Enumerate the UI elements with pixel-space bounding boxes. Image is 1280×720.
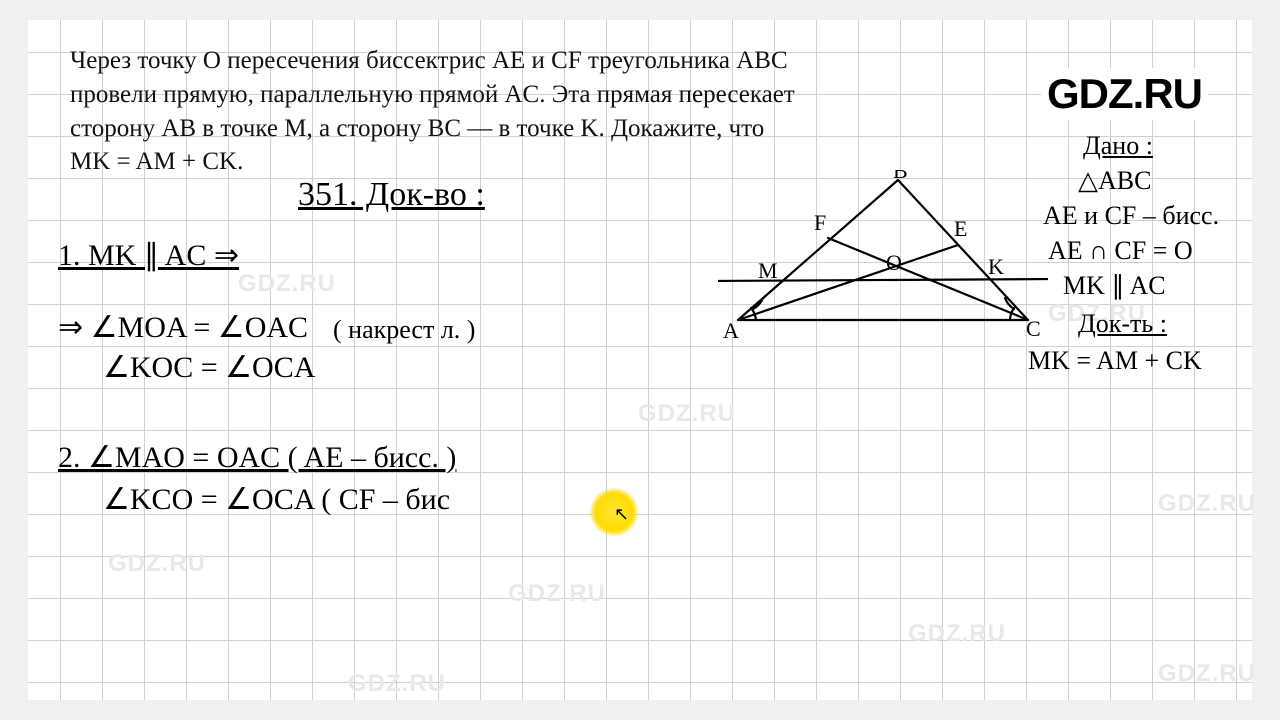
problem-line: Через точку O пересечения биссектрис AE … — [70, 47, 788, 74]
given-line: MK ∥ AC — [1063, 270, 1166, 301]
vertex-label-b: B — [893, 170, 908, 183]
vertex-label-m: M — [758, 258, 778, 283]
given-line: AE ∩ CF = O — [1048, 235, 1193, 266]
proof-title: 351. Док-во : — [298, 175, 485, 216]
given-line: △ABC — [1078, 165, 1151, 196]
watermark: GDZ.RU — [348, 670, 446, 698]
prove-heading: Док-ть : — [1078, 308, 1167, 339]
vertex-label-a: A — [723, 318, 739, 340]
problem-line: провели прямую, параллельную прямой AC. … — [70, 81, 795, 108]
given-line: AE и CF – бисс. — [1043, 200, 1219, 231]
watermark: GDZ.RU — [638, 400, 736, 428]
cursor-icon: ↖ — [614, 504, 629, 525]
watermark: GDZ.RU — [508, 580, 606, 608]
triangle-diagram: A B C M K O F E — [718, 170, 1048, 340]
proof-step-1: 1. MK ∥ AC ⇒ — [58, 238, 239, 274]
watermark: GDZ.RU — [1158, 490, 1256, 518]
watermark: GDZ.RU — [1158, 660, 1256, 688]
proof-step-1a: ⇒ ∠MOA = ∠OAC — [58, 310, 308, 346]
problem-statement: Через точку O пересечения биссектрис AE … — [70, 44, 990, 179]
watermark: GDZ.RU — [108, 550, 206, 578]
proof-step-2a: 2. ∠MAO = OAC ( AE – бисс. ) — [58, 440, 456, 476]
graph-paper: GDZ.RU GDZ.RU GDZ.RU GDZ.RU GDZ.RU GDZ.R… — [28, 20, 1252, 700]
proof-note-1: ( накрест л. ) — [333, 314, 475, 345]
prove-line: MK = AM + CK — [1028, 345, 1202, 376]
problem-line: MK = AM + CK. — [70, 148, 243, 175]
vertex-label-c: C — [1026, 316, 1041, 340]
problem-line: сторону AB в точке M, а сторону BC — в т… — [70, 115, 764, 142]
watermark: GDZ.RU — [908, 620, 1006, 648]
given-heading: Дано : — [1083, 130, 1153, 161]
site-logo: GDZ.RU — [1041, 68, 1208, 120]
vertex-label-e: E — [954, 216, 967, 241]
proof-step-1b: ∠KOC = ∠OCA — [103, 350, 315, 386]
vertex-label-f: F — [814, 210, 826, 235]
vertex-label-k: K — [988, 254, 1004, 279]
proof-step-2b: ∠KCO = ∠OCA ( CF – бис — [103, 482, 450, 518]
watermark: GDZ.RU — [238, 270, 336, 298]
vertex-label-o: O — [886, 250, 902, 275]
